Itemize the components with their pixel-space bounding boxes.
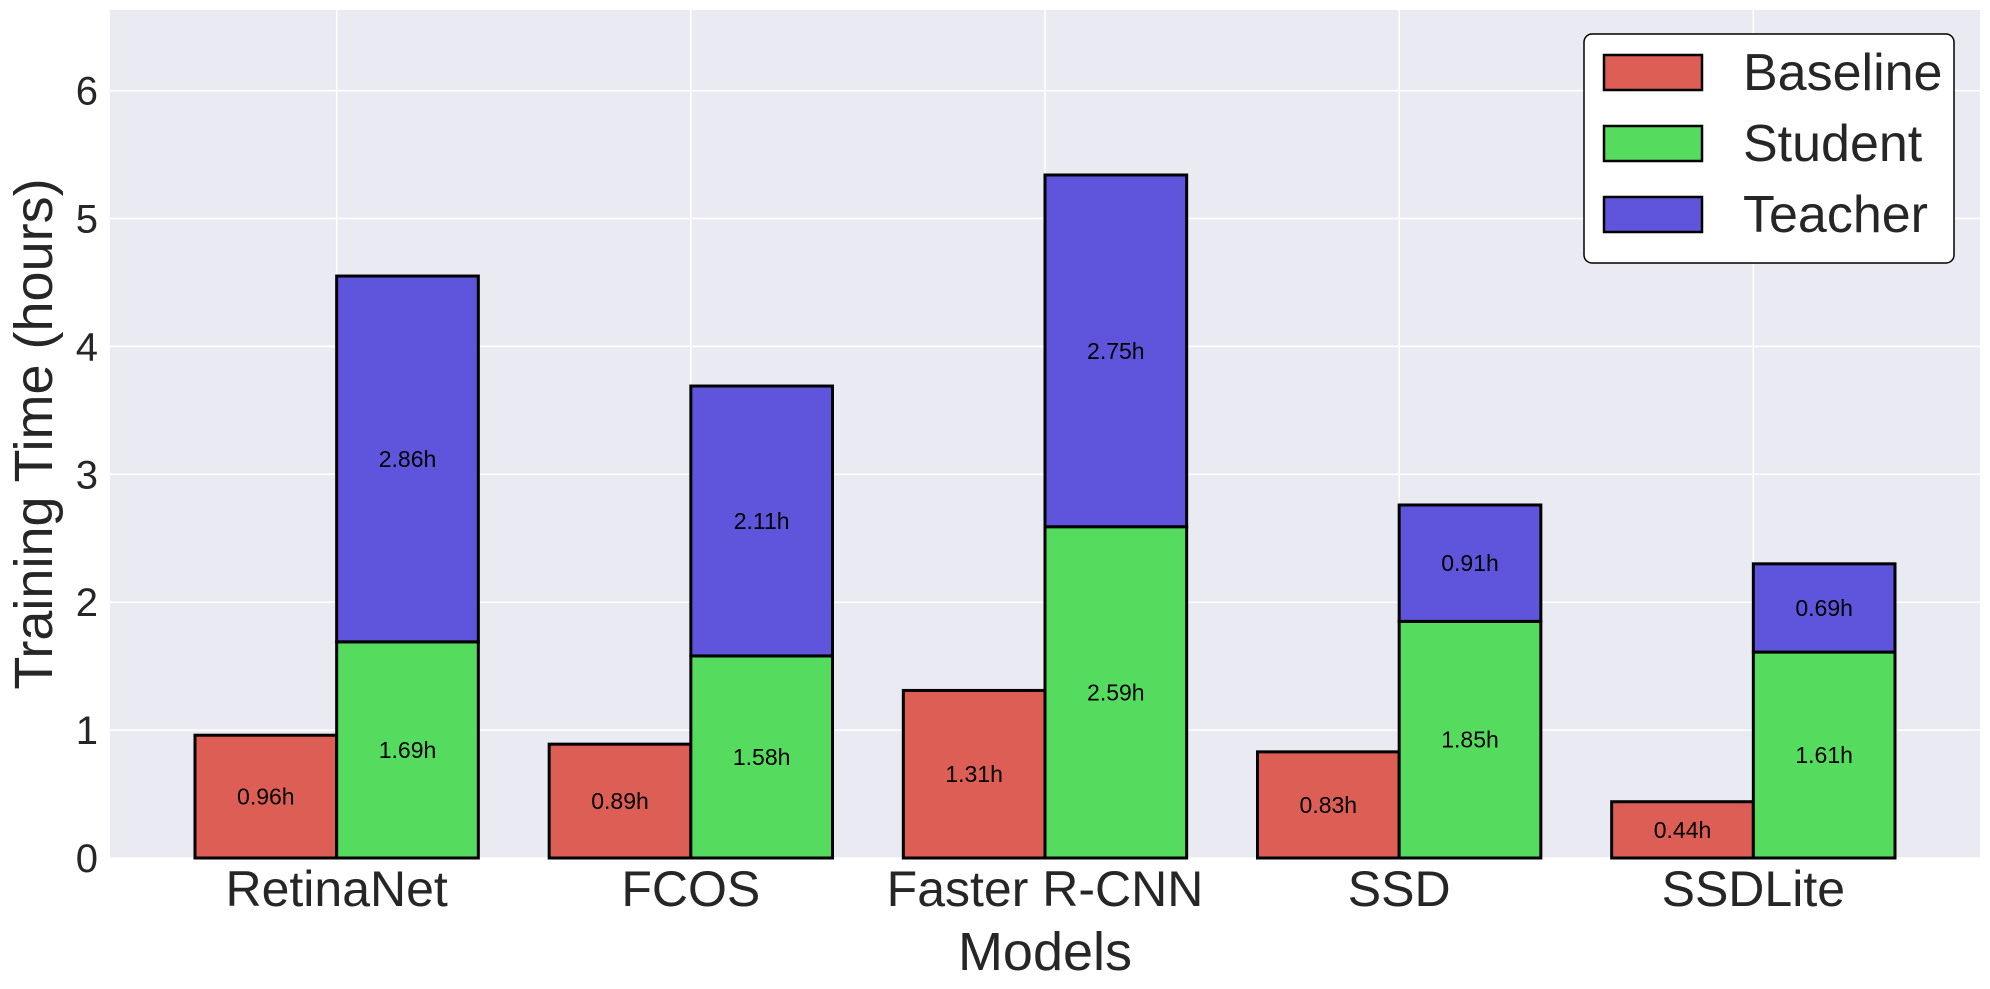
bar-value-label: 0.96h bbox=[237, 784, 295, 810]
y-tick-label: 6 bbox=[76, 70, 98, 114]
bar-labels: 0.96h 1.69h 2.86h 0.89h 1.58h 2.11h 1.31h 2.59h… bbox=[237, 338, 1853, 843]
legend-label: Student bbox=[1743, 115, 1923, 173]
y-tick-label: 5 bbox=[76, 197, 98, 241]
y-tick-label: 2 bbox=[76, 581, 98, 625]
x-tick-label: RetinaNet bbox=[225, 861, 447, 917]
legend-swatch-baseline bbox=[1602, 53, 1704, 92]
bar-value-label: 1.61h bbox=[1795, 742, 1853, 768]
bar-baseline bbox=[901, 688, 1047, 860]
legend: Baseline Student Teacher bbox=[1583, 33, 1955, 264]
bar-student bbox=[1043, 525, 1189, 860]
bar-value-label: 0.69h bbox=[1795, 595, 1853, 621]
bar-value-label: 2.86h bbox=[379, 446, 437, 472]
y-tick-labels: 0 1 2 3 4 5 6 bbox=[76, 70, 98, 881]
bar-value-label: 1.85h bbox=[1441, 727, 1499, 753]
bar-teacher bbox=[1043, 173, 1189, 529]
bar-student bbox=[689, 654, 834, 860]
bar-student bbox=[1397, 619, 1543, 860]
legend-swatch-student bbox=[1602, 124, 1704, 163]
legend-label: Teacher bbox=[1743, 186, 1928, 244]
x-tick-label: SSDLite bbox=[1662, 861, 1845, 917]
bar-value-label: 0.83h bbox=[1300, 792, 1358, 818]
bar-baseline bbox=[1610, 800, 1755, 860]
y-tick-label: 3 bbox=[76, 453, 98, 497]
y-tick-label: 4 bbox=[76, 325, 98, 369]
y-tick-label: 1 bbox=[76, 709, 98, 753]
bar-student bbox=[1751, 650, 1897, 860]
legend-label: Baseline bbox=[1743, 44, 1942, 102]
x-tick-label: SSD bbox=[1348, 861, 1451, 917]
y-tick-label: 0 bbox=[76, 837, 98, 881]
legend-swatch-teacher bbox=[1602, 195, 1704, 234]
bar-value-label: 0.89h bbox=[591, 788, 649, 814]
y-axis-title: Training Time (hours) bbox=[4, 178, 64, 689]
bar-teacher bbox=[1397, 503, 1543, 623]
bar-baseline bbox=[193, 733, 339, 860]
bar-student bbox=[335, 640, 480, 860]
bar-teacher bbox=[689, 384, 834, 658]
bar-value-label: 2.11h bbox=[734, 508, 790, 534]
bar-baseline bbox=[547, 742, 693, 860]
x-tick-label: FCOS bbox=[621, 861, 760, 917]
bar-value-label: 1.58h bbox=[733, 744, 791, 770]
bar-value-label: 1.31h bbox=[945, 761, 1003, 787]
x-axis-title: Models bbox=[958, 922, 1132, 982]
bar-value-label: 0.91h bbox=[1441, 550, 1499, 576]
bar-value-label: 1.69h bbox=[379, 737, 437, 763]
bar-teacher bbox=[1751, 562, 1897, 654]
bar-value-label: 2.59h bbox=[1087, 679, 1145, 705]
bars bbox=[193, 173, 1897, 860]
bar-teacher bbox=[335, 274, 480, 644]
bar-value-label: 2.75h bbox=[1087, 338, 1145, 364]
x-tick-label: Faster R-CNN bbox=[887, 861, 1204, 917]
bar-value-label: 0.44h bbox=[1654, 817, 1712, 843]
x-tick-labels: RetinaNet FCOS Faster R-CNN SSD SSDLite bbox=[225, 861, 1845, 917]
